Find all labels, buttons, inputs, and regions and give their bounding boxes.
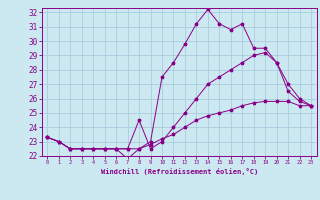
- X-axis label: Windchill (Refroidissement éolien,°C): Windchill (Refroidissement éolien,°C): [100, 168, 258, 175]
